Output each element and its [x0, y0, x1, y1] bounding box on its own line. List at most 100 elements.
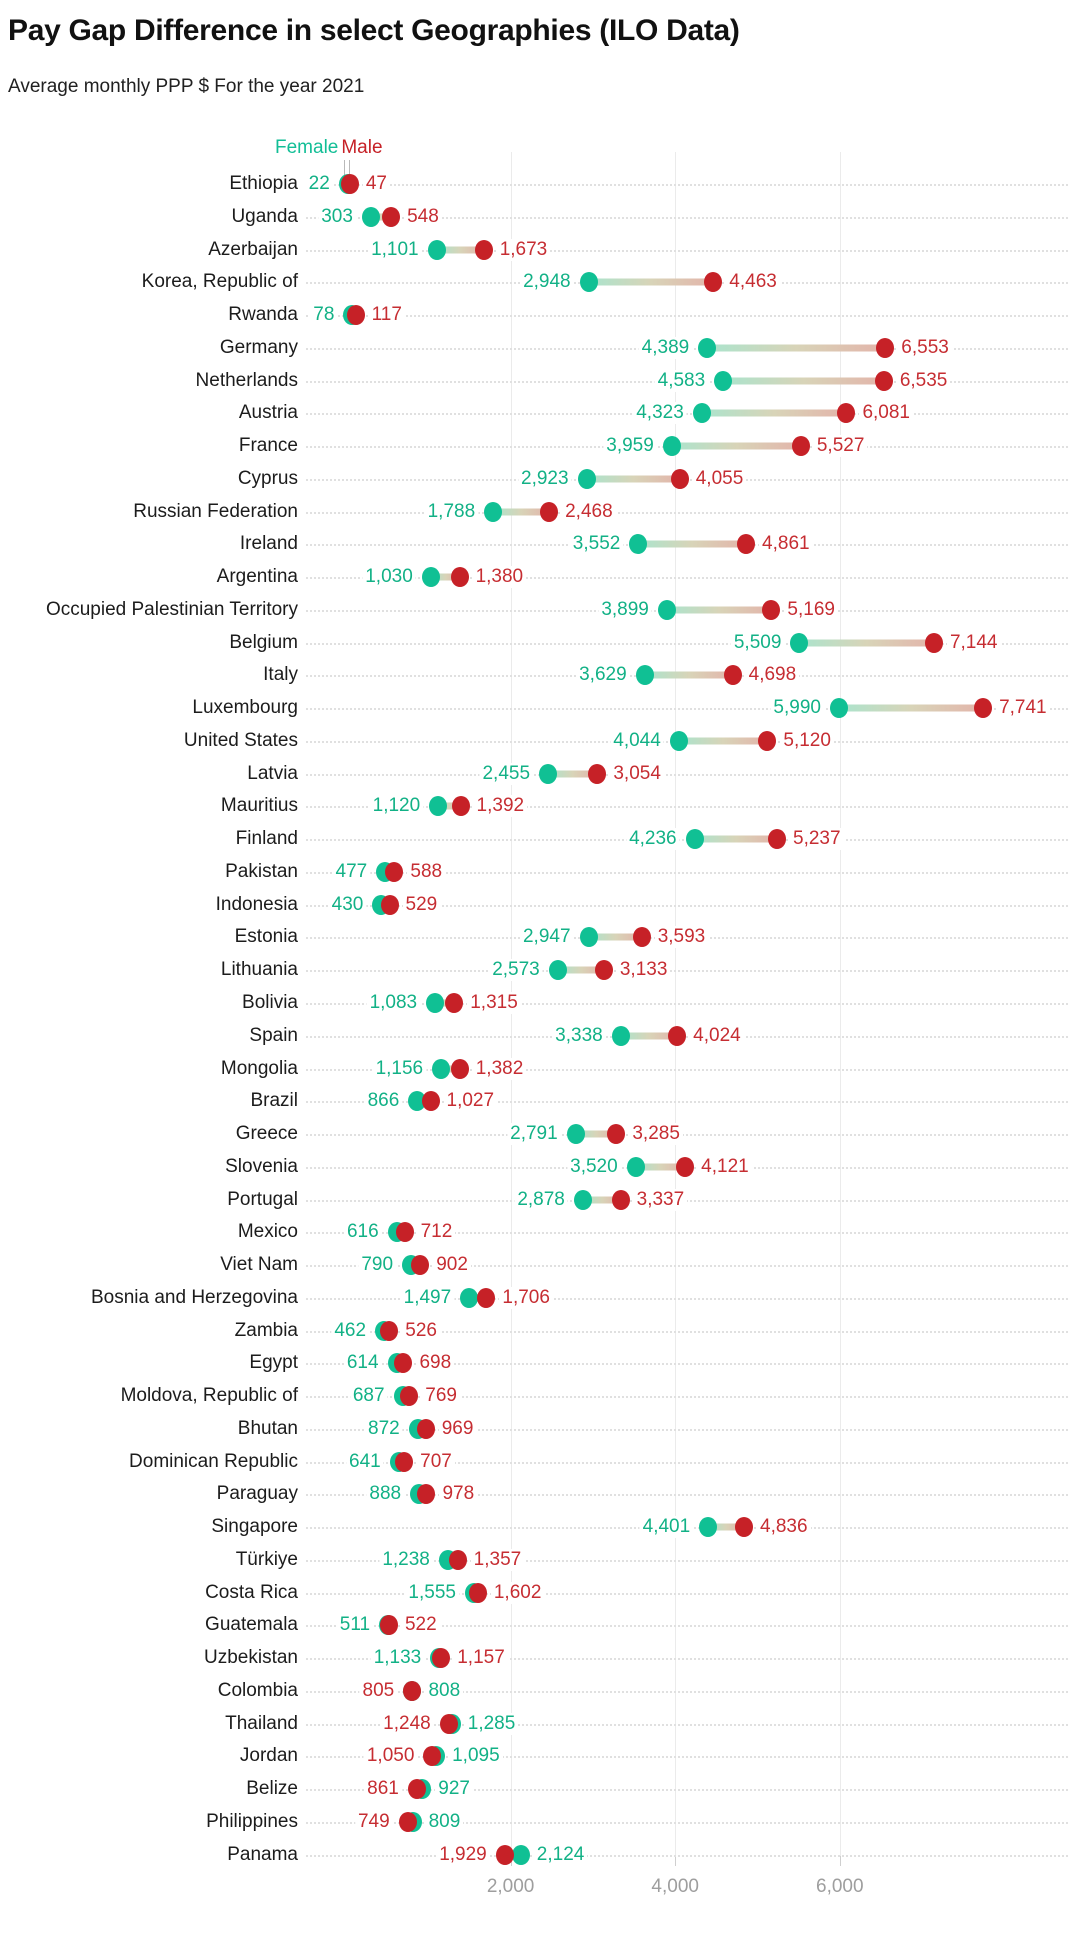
dumbbell-connector [588, 933, 642, 941]
row-dotted-leader [306, 642, 1068, 645]
male-value-label: 1,602 [490, 1581, 545, 1604]
male-value-label: 749 [354, 1811, 393, 1833]
male-dot [423, 1746, 442, 1767]
female-value-label: 1,095 [449, 1745, 503, 1768]
male-dot [874, 370, 893, 391]
chart-row: Uganda 303 548 [0, 200, 1080, 233]
male-dot [924, 632, 943, 653]
country-label: Italy [0, 664, 300, 687]
row-dotted-leader [306, 1559, 1068, 1562]
country-label: Austria [0, 402, 300, 425]
country-label: Egypt [0, 1352, 300, 1375]
female-dot [511, 1844, 530, 1865]
female-value-label: 4,044 [610, 729, 664, 752]
male-dot [398, 1812, 417, 1832]
male-value-label: 1,929 [436, 1843, 490, 1866]
chart-row: Ireland 3,552 4,861 [0, 528, 1080, 561]
female-value-label: 1,555 [405, 1581, 459, 1604]
country-label: Paraguay [0, 1483, 300, 1506]
female-value-label: 2,791 [507, 1123, 561, 1146]
female-value-label: 2,923 [518, 467, 572, 490]
male-dot [540, 501, 559, 522]
dumbbell-connector [799, 639, 934, 647]
male-value-label: 3,285 [629, 1123, 683, 1146]
male-dot [400, 1386, 419, 1407]
female-value-label: 2,878 [514, 1188, 568, 1211]
female-value-label: 3,552 [569, 533, 624, 556]
male-dot [395, 1451, 414, 1472]
chart-row: Cyprus 2,923 4,055 [0, 462, 1080, 495]
chart-row: Germany 4,389 6,553 [0, 331, 1080, 364]
female-value-label: 3,629 [576, 664, 630, 687]
female-value-label: 1,497 [400, 1286, 455, 1309]
chart-row: Türkiye 1,238 1,357 [0, 1543, 1080, 1576]
male-value-label: 1,050 [363, 1745, 418, 1768]
male-value-label: 1,357 [470, 1548, 525, 1571]
dumbbell-connector [644, 671, 733, 679]
male-value-label: 1,382 [472, 1057, 527, 1080]
female-value-label: 872 [365, 1417, 403, 1440]
chart-row: Thailand 1,248 1,285 [0, 1707, 1080, 1740]
male-dot [382, 206, 401, 227]
country-label: Guatemala [0, 1614, 300, 1637]
male-value-label: 4,861 [759, 533, 813, 556]
chart-row: Mauritius 1,120 1,392 [0, 790, 1080, 823]
chart-row: Portugal 2,878 3,337 [0, 1183, 1080, 1216]
chart-row: France 3,959 5,527 [0, 430, 1080, 463]
chart-row: Zambia 462 526 [0, 1314, 1080, 1347]
male-dot [439, 1713, 458, 1734]
chart-row: Latvia 2,455 3,054 [0, 757, 1080, 790]
chart-row: Finland 4,236 5,237 [0, 823, 1080, 856]
chart-title: Pay Gap Difference in select Geographies… [8, 14, 740, 47]
female-value-label: 4,389 [638, 336, 693, 359]
chart-row: Bolivia 1,083 1,315 [0, 987, 1080, 1020]
country-label: Finland [0, 828, 300, 851]
dumbbell-connector [671, 442, 801, 450]
chart-row: Egypt 614 698 [0, 1347, 1080, 1380]
country-label: Mexico [0, 1221, 300, 1244]
female-dot [626, 1156, 645, 1177]
female-dot [460, 1287, 479, 1308]
row-dotted-leader [306, 1297, 1068, 1300]
row-dotted-leader [306, 1232, 1068, 1235]
female-value-label: 1,030 [362, 566, 416, 589]
male-dot [395, 1222, 414, 1243]
female-dot [714, 370, 733, 391]
row-dotted-leader [306, 1822, 1068, 1824]
row-dotted-leader [306, 413, 1068, 416]
male-dot [411, 1255, 430, 1276]
chart-row: Mexico 616 712 [0, 1216, 1080, 1249]
female-dot [573, 1189, 592, 1210]
female-value-label: 3,899 [598, 598, 652, 621]
male-dot [403, 1680, 422, 1701]
chart-row: Guatemala 511 522 [0, 1609, 1080, 1642]
female-dot [662, 436, 681, 457]
dumbbell-connector [707, 344, 886, 352]
dumbbell-connector [557, 966, 604, 974]
chart-row: Pakistan 477 588 [0, 855, 1080, 888]
male-value-label: 7,144 [946, 631, 1001, 654]
male-dot [670, 468, 689, 489]
female-value-label: 3,338 [552, 1024, 606, 1047]
dumbbell-connector [638, 540, 747, 548]
chart-row: Netherlands 4,583 6,535 [0, 364, 1080, 397]
female-dot [426, 993, 445, 1013]
row-dotted-leader [306, 249, 1068, 252]
country-label: Russian Federation [0, 500, 300, 523]
row-dotted-leader [306, 1134, 1068, 1137]
x-tick-label: 2,000 [486, 1876, 535, 1897]
male-value-label: 526 [402, 1319, 440, 1342]
chart-row: Brazil 866 1,027 [0, 1085, 1080, 1118]
male-dot [421, 1091, 440, 1112]
chart-row: Italy 3,629 4,698 [0, 659, 1080, 692]
chart-row: Greece 2,791 3,285 [0, 1118, 1080, 1151]
country-label: Bosnia and Herzegovina [0, 1286, 300, 1309]
male-value-label: 522 [401, 1614, 440, 1637]
male-value-label: 548 [404, 205, 442, 228]
country-label: Argentina [0, 566, 300, 589]
male-dot [876, 337, 895, 358]
male-dot [445, 993, 464, 1013]
row-dotted-leader [306, 1658, 1068, 1661]
female-dot [427, 239, 446, 260]
